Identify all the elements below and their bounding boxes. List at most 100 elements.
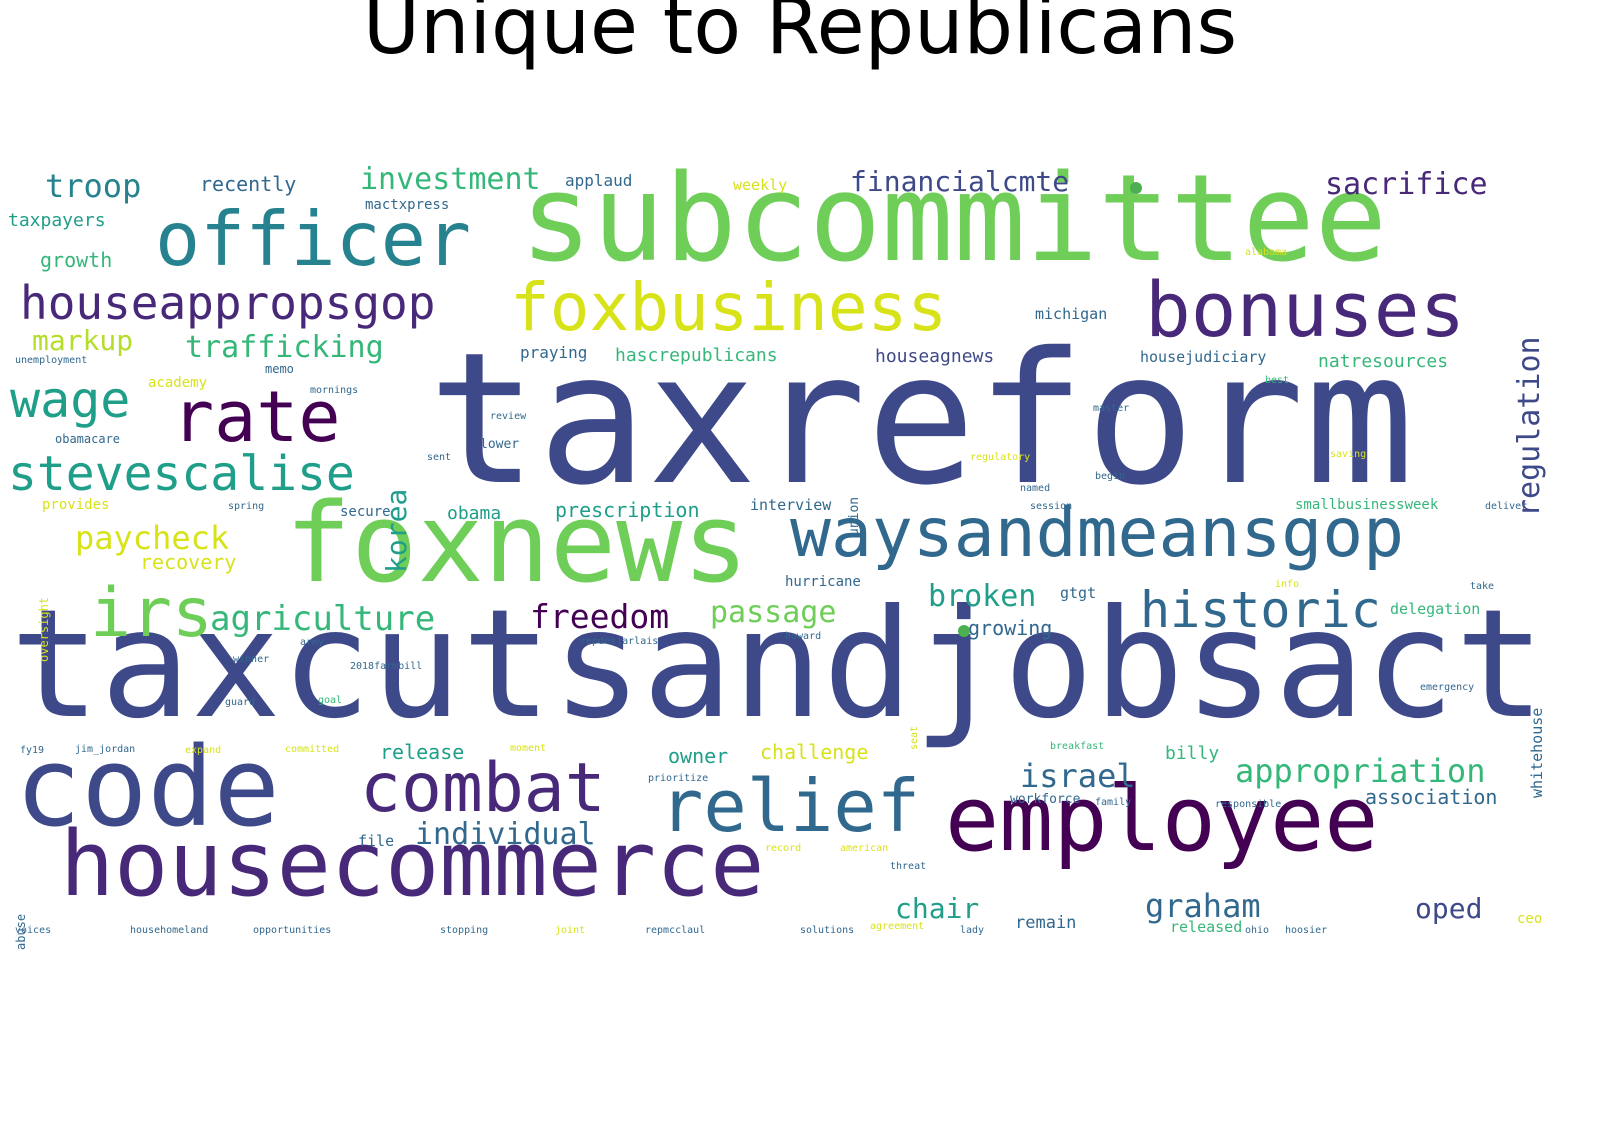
- word: alabama: [1245, 247, 1288, 258]
- word: breakfast: [1050, 741, 1105, 752]
- word: stevescalise: [8, 446, 355, 502]
- word: growing: [968, 616, 1053, 640]
- word: interview: [750, 496, 832, 514]
- word: begin: [1095, 471, 1126, 482]
- word: paycheck: [75, 519, 230, 557]
- word: recently: [200, 172, 297, 196]
- word: owner: [668, 744, 729, 768]
- word: historic: [1140, 581, 1381, 639]
- word: regulation: [1512, 336, 1547, 517]
- word: solutions: [800, 925, 855, 936]
- word: provides: [42, 497, 110, 513]
- word: record: [765, 843, 802, 854]
- word: growth: [40, 248, 113, 272]
- word: oped: [1415, 892, 1483, 925]
- word: named: [1020, 483, 1051, 494]
- word: agreement: [870, 921, 925, 932]
- word: freedom: [530, 597, 670, 636]
- word: subcommittee: [520, 150, 1387, 289]
- word: release: [380, 740, 465, 764]
- word: combat: [360, 749, 606, 828]
- word: lower: [480, 437, 520, 452]
- word: passage: [710, 595, 837, 630]
- word: individual: [415, 817, 596, 852]
- word: hurricane: [785, 574, 861, 590]
- word: hoosier: [1285, 925, 1328, 936]
- word: winner: [233, 654, 270, 665]
- word: workforce: [1010, 792, 1081, 807]
- word: troop: [45, 167, 142, 205]
- word: threat: [890, 861, 927, 872]
- word: obama: [447, 503, 502, 524]
- word: recovery: [140, 550, 237, 574]
- word: agriculture: [210, 599, 436, 639]
- word: broken: [928, 579, 1037, 614]
- word: trafficking: [185, 330, 384, 365]
- word: stopping: [440, 925, 489, 936]
- word: american: [840, 843, 889, 854]
- word: whitehouse: [1528, 707, 1546, 798]
- word: saving: [1330, 449, 1367, 460]
- word: association: [1365, 785, 1498, 809]
- word: repdesjarlais: [580, 636, 659, 647]
- word: challenge: [760, 740, 869, 764]
- word: lady: [960, 925, 985, 936]
- word: army: [300, 637, 325, 648]
- word: wage: [10, 371, 131, 429]
- word: appropriation: [1235, 752, 1486, 790]
- word: chair: [895, 892, 980, 925]
- word: regulatory: [970, 452, 1031, 463]
- word: memo: [265, 362, 294, 376]
- word: expand: [185, 745, 222, 756]
- word: houseappropsgop: [20, 276, 436, 330]
- word: taxpayers: [8, 210, 106, 231]
- word: smallbusinessweek: [1295, 497, 1439, 513]
- word: 2018farmbill: [350, 661, 423, 672]
- word: review: [490, 411, 527, 422]
- word: graham: [1145, 887, 1261, 925]
- word: israel: [1020, 757, 1136, 795]
- word: irs: [90, 574, 213, 653]
- bullet-dot: [958, 625, 970, 637]
- word: voices: [15, 925, 52, 936]
- word: rate: [172, 376, 341, 458]
- word: foxnews: [285, 479, 749, 607]
- word: family: [1095, 797, 1132, 808]
- word: file: [358, 832, 395, 850]
- word: billy: [1165, 743, 1220, 764]
- word: secure: [340, 504, 391, 520]
- word: praying: [520, 343, 588, 362]
- word-cloud: taxreform taxcutsandjobsact subcommittee fo…: [0, 150, 1600, 970]
- word: obamacare: [55, 432, 121, 446]
- word: spring: [228, 501, 265, 512]
- word: housejudiciary: [1140, 348, 1267, 366]
- word: best: [1265, 375, 1290, 386]
- word: delegation: [1390, 600, 1481, 618]
- word: househomeland: [130, 925, 209, 936]
- word: housecommerce: [60, 812, 765, 917]
- word: natresources: [1318, 351, 1449, 372]
- word: officer: [155, 195, 472, 283]
- word: taxreform: [428, 313, 1415, 525]
- bullet-dot: [1130, 182, 1142, 194]
- word: prescription: [555, 498, 700, 522]
- word: goal: [318, 695, 343, 706]
- word: released: [1170, 918, 1243, 936]
- word: deliver: [1485, 501, 1528, 512]
- chart-title: Unique to Republicans: [362, 0, 1238, 72]
- word: sent: [427, 452, 452, 463]
- word: unemployment: [15, 355, 88, 366]
- word: take: [1470, 581, 1495, 592]
- word: emergency: [1420, 682, 1475, 693]
- word: hascrepublicans: [615, 345, 778, 366]
- word: ohio: [1245, 925, 1270, 936]
- word: guard: [225, 697, 256, 708]
- word: mactxpress: [365, 197, 450, 213]
- word: weekly: [733, 176, 788, 194]
- word: foxbusiness: [510, 269, 948, 346]
- word: joint: [555, 925, 586, 936]
- word: jim_jordan: [75, 744, 136, 755]
- word: mornings: [310, 385, 359, 396]
- word: union: [847, 496, 862, 536]
- word: michigan: [1035, 305, 1108, 323]
